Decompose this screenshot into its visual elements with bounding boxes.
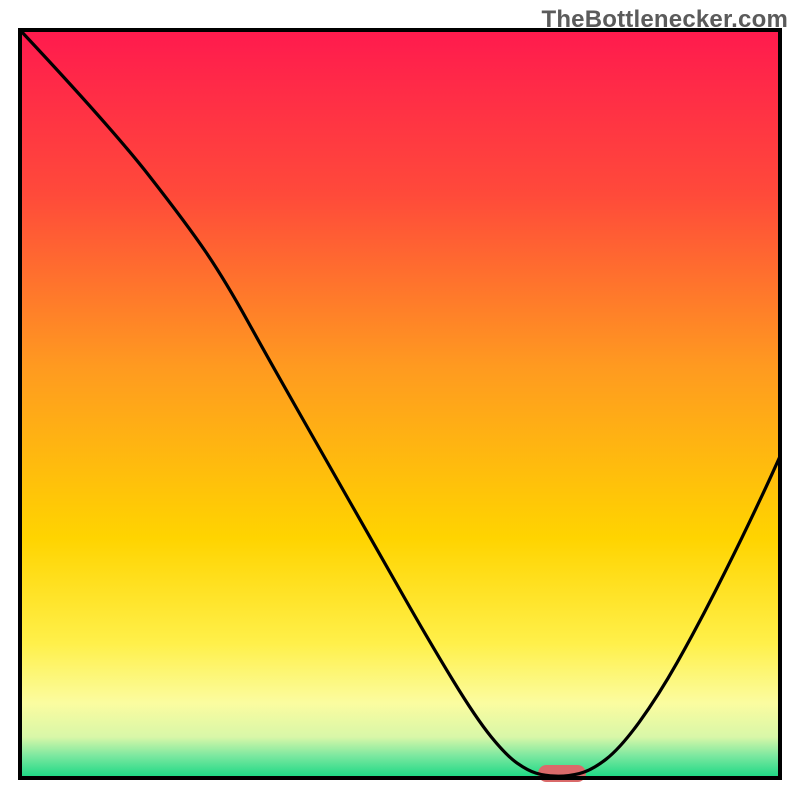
bottleneck-marker	[538, 765, 586, 782]
plot-area	[20, 30, 780, 778]
chart-container: TheBottlenecker.com	[0, 0, 800, 800]
gradient-background	[20, 30, 780, 778]
